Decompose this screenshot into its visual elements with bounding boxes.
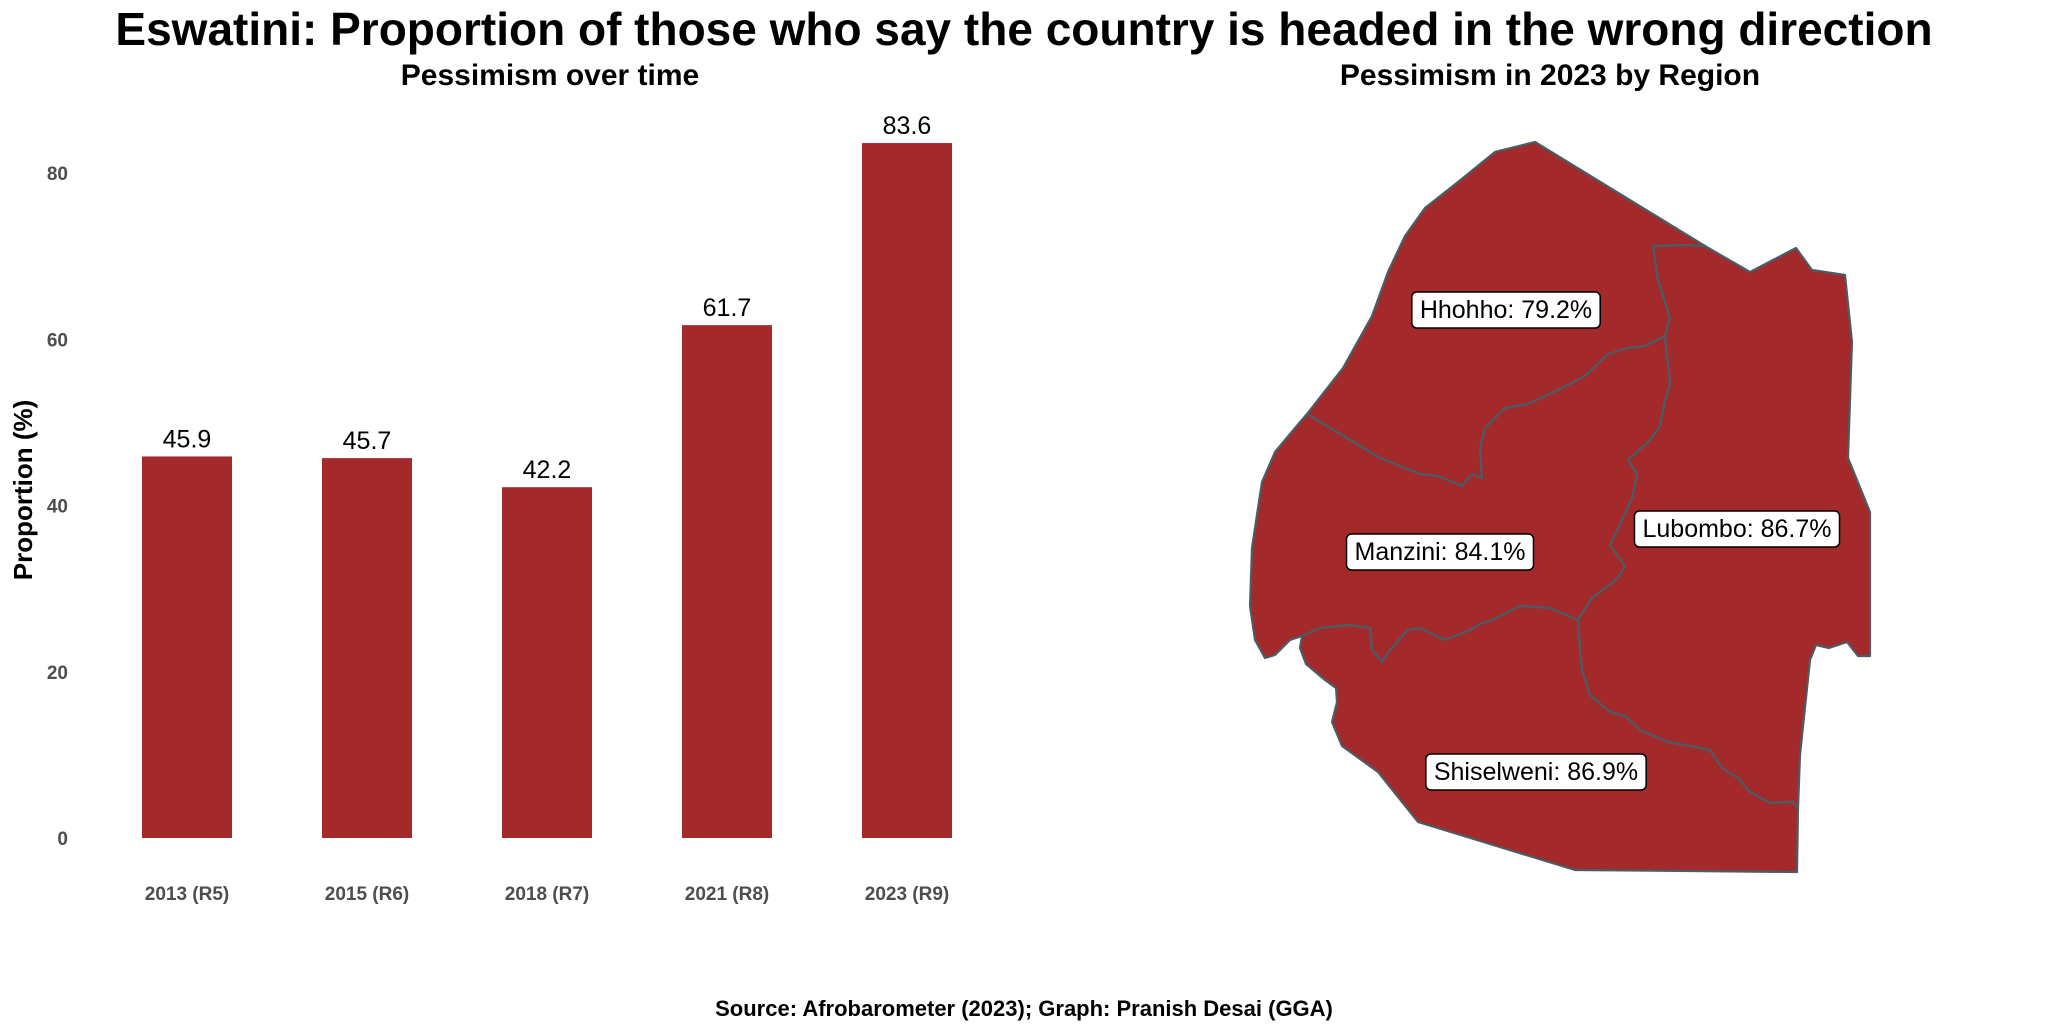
bar-value-label: 61.7 [703,294,752,322]
region-manzini[interactable] [1248,334,1672,664]
region-label-hhohho: Hhohho: 79.2% [1411,291,1601,329]
y-tick-label: 40 [47,497,68,518]
bar-value-label: 45.9 [163,425,212,453]
y-tick-label: 80 [47,164,68,185]
region-label-manzini: Manzini: 84.1% [1345,533,1535,571]
y-tick-label: 20 [47,663,68,684]
region-label-lubombo: Lubombo: 86.7% [1633,510,1841,548]
map-title: Pessimism in 2023 by Region [1339,59,1761,92]
region-label-text: Lubombo: 86.7% [1642,515,1831,543]
region-shiselweni[interactable] [1298,604,1800,874]
bar[interactable] [862,143,952,838]
region-label-box [1345,533,1535,571]
region-labels: Hhohho: 79.2% Lubombo: 86.7% Manzini: 84.1… [1345,291,1841,791]
bar[interactable] [502,487,592,838]
region-label-text: Hhohho: 79.2% [1420,296,1592,324]
bar[interactable] [322,458,412,838]
region-label-box [1633,510,1841,548]
x-tick-label: 2013 (R5) [145,884,230,905]
bar[interactable] [142,456,232,838]
bar-value-label: 83.6 [883,112,932,140]
bar-value-label: 42.2 [523,456,572,484]
x-tick-label: 2018 (R7) [505,884,590,905]
region-label-shiselweni: Shiselweni: 86.9% [1425,753,1647,791]
chart-main-title: Eswatini: Proportion of those who say th… [115,3,1933,55]
y-tick-label: 0 [57,829,68,850]
region-label-box [1411,291,1601,329]
bar-chart: 0 20 40 60 80 45.9 2013 (R5) 45.7 2015 (R6) 42.2 2… [47,112,952,905]
x-tick-label: 2021 (R8) [685,884,770,905]
region-label-box [1425,753,1647,791]
bar-value-label: 45.7 [343,427,392,455]
source-caption: Source: Afrobarometer (2023); Graph: Pra… [715,996,1333,1021]
x-tick-label: 2023 (R9) [865,884,950,905]
bar-chart-title: Pessimism over time [400,59,700,92]
x-tick-label: 2015 (R6) [325,884,410,905]
y-axis-title: Proportion (%) [8,400,38,581]
region-label-text: Shiselweni: 86.9% [1434,758,1638,786]
region-label-text: Manzini: 84.1% [1355,538,1526,566]
bar[interactable] [682,325,772,838]
y-tick-label: 60 [47,330,68,351]
